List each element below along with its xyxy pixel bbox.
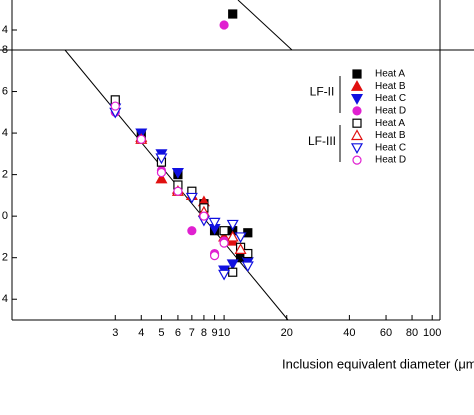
x-tick-label: 80 bbox=[406, 327, 418, 339]
data-point bbox=[155, 153, 168, 165]
y-tick-label: 6 bbox=[2, 85, 8, 97]
fit-line-upper bbox=[237, 0, 293, 51]
legend-marker bbox=[350, 143, 364, 155]
legend-label: Heat C bbox=[375, 142, 406, 153]
y-tick-label: 4 bbox=[2, 24, 8, 36]
data-point bbox=[110, 101, 120, 111]
x-tick-label: 3 bbox=[112, 327, 118, 339]
x-tick-label: 20 bbox=[281, 327, 293, 339]
legend-label: Heat D bbox=[375, 155, 406, 166]
legend-label: Heat A bbox=[375, 69, 405, 80]
data-point bbox=[209, 251, 220, 261]
y-tick-label: 4 bbox=[2, 127, 8, 139]
data-point bbox=[228, 267, 238, 277]
legend-marker bbox=[350, 80, 364, 91]
data-point bbox=[218, 269, 231, 281]
data-point bbox=[185, 192, 198, 204]
legend-group-label: LF-III bbox=[308, 134, 336, 148]
data-point bbox=[155, 172, 168, 184]
data-point bbox=[219, 20, 229, 30]
x-tick-label: 8 bbox=[201, 327, 207, 339]
y-tick-label: 2 bbox=[2, 252, 8, 264]
data-point bbox=[226, 259, 239, 271]
legend-label: Heat B bbox=[375, 130, 406, 141]
x-tick-label: 6 bbox=[175, 327, 181, 339]
legend-label: Heat B bbox=[375, 81, 406, 92]
legend-label: Heat A bbox=[375, 118, 405, 129]
legend-marker bbox=[352, 106, 362, 116]
legend-marker bbox=[350, 129, 364, 141]
legend-marker bbox=[352, 155, 362, 165]
data-point bbox=[219, 226, 229, 236]
legend-group-label: LF-II bbox=[310, 85, 335, 99]
data-point bbox=[136, 134, 146, 144]
data-point bbox=[226, 230, 239, 242]
x-tick-label: 40 bbox=[343, 327, 355, 339]
x-tick-label: 60 bbox=[380, 327, 392, 339]
data-point bbox=[226, 219, 239, 231]
data-point bbox=[156, 167, 167, 178]
x-tick-label: 9 bbox=[212, 327, 218, 339]
data-point bbox=[234, 232, 247, 244]
legend-label: Heat D bbox=[375, 106, 406, 117]
data-point bbox=[171, 167, 184, 179]
legend-marker bbox=[350, 93, 364, 105]
data-point bbox=[234, 243, 247, 254]
y-tick-label: 2 bbox=[2, 169, 8, 181]
x-tick-label: 7 bbox=[189, 327, 195, 339]
x-tick-label: 10 bbox=[218, 327, 230, 339]
data-point bbox=[219, 238, 229, 248]
data-point bbox=[199, 211, 209, 221]
data-point bbox=[187, 226, 197, 236]
y-tick-label: 8 bbox=[2, 44, 8, 56]
x-axis-label: Inclusion equivalent diameter (μm) bbox=[282, 356, 474, 371]
x-tick-label: 5 bbox=[158, 327, 164, 339]
x-tick-label: 4 bbox=[138, 327, 144, 339]
data-point bbox=[208, 217, 221, 229]
data-point bbox=[173, 186, 183, 196]
legend-marker bbox=[352, 69, 362, 79]
legend-marker bbox=[352, 118, 362, 128]
data-point bbox=[228, 9, 238, 19]
y-tick-label: 4 bbox=[2, 293, 8, 305]
data-point bbox=[241, 261, 254, 273]
legend-label: Heat C bbox=[375, 93, 406, 104]
x-tick-label: 100 bbox=[423, 327, 441, 339]
y-tick-label: 0 bbox=[2, 210, 8, 222]
